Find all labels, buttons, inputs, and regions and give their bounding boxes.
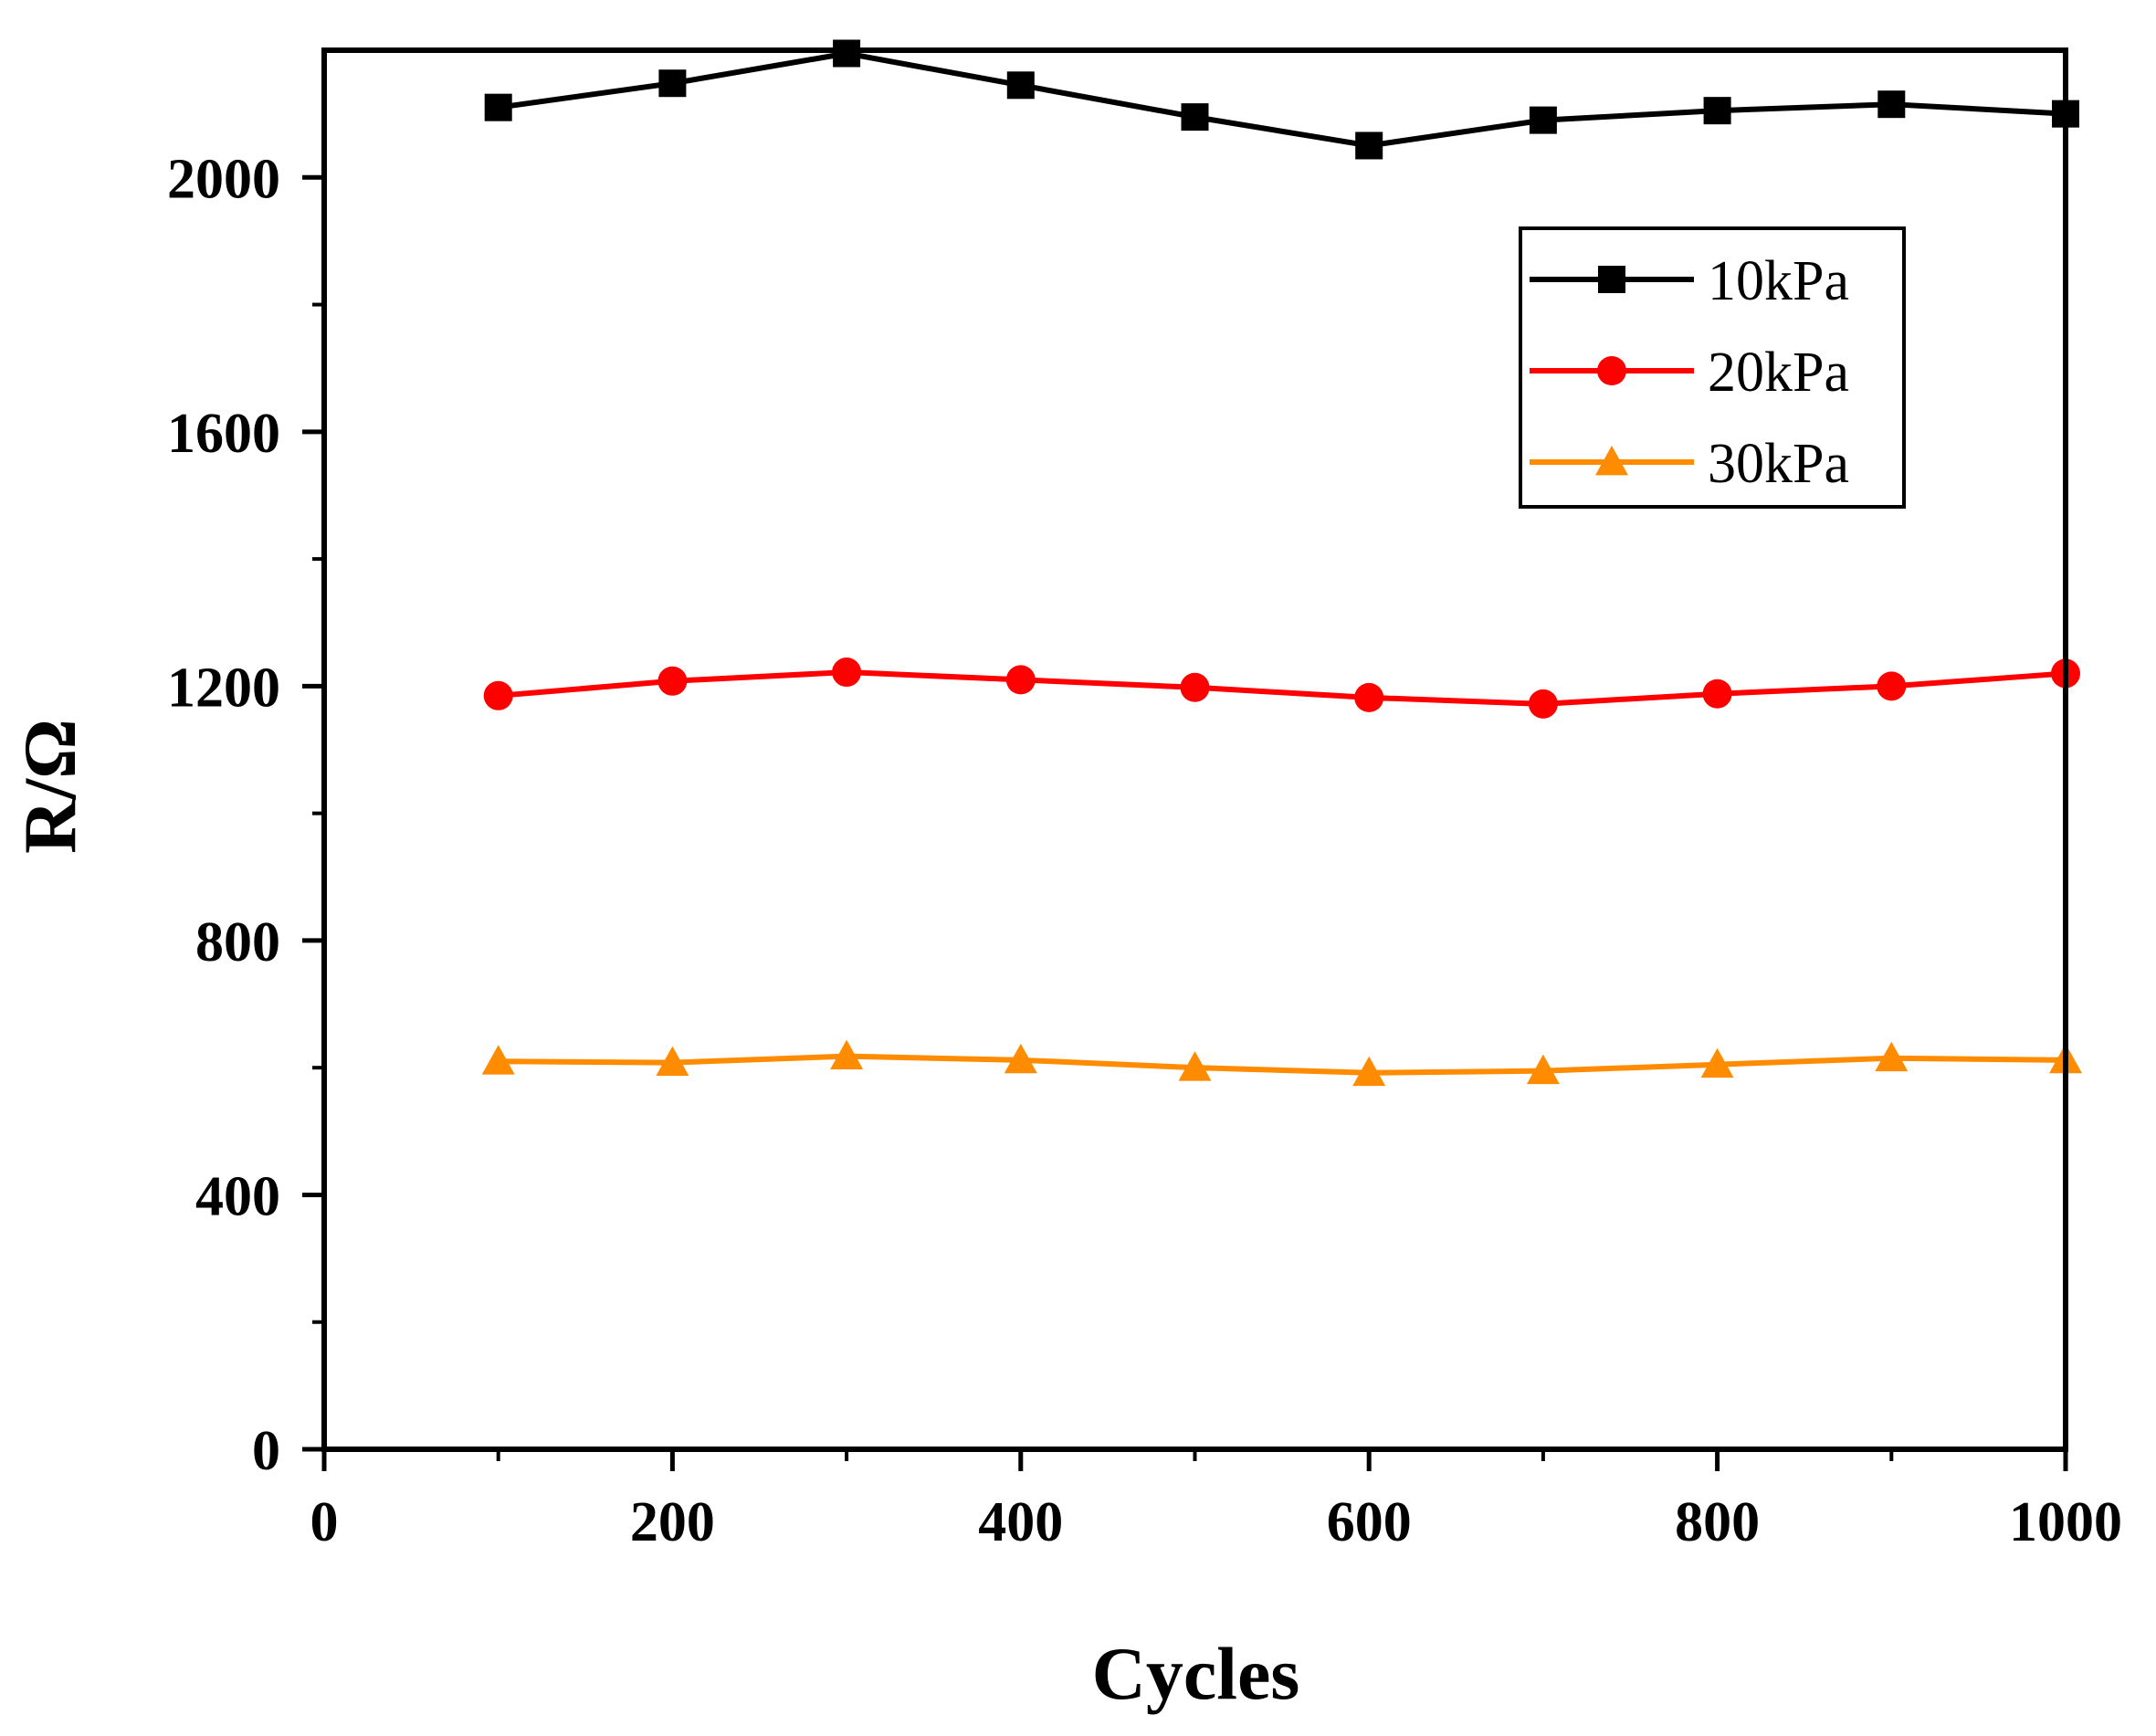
data-point-30kPa xyxy=(1352,1056,1386,1087)
y-axis-title: R/Ω xyxy=(8,719,91,854)
legend-label: 20kPa xyxy=(1708,342,1849,404)
data-point-20kPa xyxy=(1877,671,1907,701)
data-point-30kPa xyxy=(1875,1041,1909,1072)
y-tick-label: 2000 xyxy=(167,148,280,210)
plot-area xyxy=(481,39,2082,1087)
legend-marker xyxy=(1595,446,1628,476)
series-10kPa xyxy=(484,39,2079,160)
data-point-10kPa xyxy=(658,69,687,98)
data-point-30kPa xyxy=(481,1045,515,1075)
axes: 0 200 400 600 800 1000 0 400 800 1200 1600 2000 Cycl… xyxy=(8,47,2122,1715)
y-tick-label: 400 xyxy=(195,1165,280,1227)
data-point-30kPa xyxy=(1004,1043,1037,1074)
data-point-20kPa xyxy=(1005,665,1036,695)
data-point-10kPa xyxy=(1181,103,1209,132)
data-point-10kPa xyxy=(833,39,861,68)
data-point-20kPa xyxy=(1702,679,1732,709)
data-point-10kPa xyxy=(1006,71,1035,100)
series-line-20kPa xyxy=(498,669,2067,707)
data-point-20kPa xyxy=(1528,689,1558,719)
x-tick-label: 800 xyxy=(1675,1491,1760,1553)
legend: 10kPa 20kPa 30kPa xyxy=(1519,226,1906,509)
series-20kPa xyxy=(483,658,2080,719)
y-tick-label: 0 xyxy=(252,1420,280,1482)
data-point-30kPa xyxy=(1700,1047,1734,1078)
data-point-10kPa xyxy=(1877,90,1906,119)
y-tick-label: 1200 xyxy=(167,657,280,719)
legend-marker xyxy=(1597,356,1626,385)
y-tick-label: 1600 xyxy=(167,403,280,465)
legend-entry-20kPa: 20kPa xyxy=(1530,342,1849,404)
x-tick-label: 200 xyxy=(630,1491,715,1553)
y-tick-label: 800 xyxy=(195,911,280,973)
legend-label: 30kPa xyxy=(1708,433,1849,495)
data-point-10kPa xyxy=(484,93,512,121)
data-point-30kPa xyxy=(656,1046,689,1077)
series-30kPa xyxy=(481,1039,2082,1087)
data-point-30kPa xyxy=(1526,1054,1560,1085)
data-point-30kPa xyxy=(830,1039,864,1070)
series-line-30kPa xyxy=(498,1053,2067,1076)
data-point-20kPa xyxy=(483,680,513,710)
legend-entry-10kPa: 10kPa xyxy=(1530,250,1849,312)
x-tick-label: 0 xyxy=(310,1491,339,1553)
x-tick-label: 600 xyxy=(1327,1491,1412,1553)
data-point-10kPa xyxy=(1529,106,1557,134)
data-point-10kPa xyxy=(1355,132,1383,160)
data-point-10kPa xyxy=(1703,97,1731,125)
data-point-20kPa xyxy=(832,658,862,688)
data-point-20kPa xyxy=(1180,672,1210,702)
legend-marker xyxy=(1598,266,1625,293)
x-tick-label: 400 xyxy=(978,1491,1063,1553)
x-tick-label: 1000 xyxy=(2009,1491,2122,1553)
series-line-10kPa xyxy=(498,50,2067,149)
data-point-20kPa xyxy=(657,666,688,696)
data-point-30kPa xyxy=(1178,1051,1212,1081)
legend-entry-30kPa: 30kPa xyxy=(1530,433,1849,495)
legend-label: 10kPa xyxy=(1708,250,1849,312)
x-axis-title: Cycles xyxy=(1092,1632,1300,1715)
data-point-20kPa xyxy=(1354,682,1384,712)
